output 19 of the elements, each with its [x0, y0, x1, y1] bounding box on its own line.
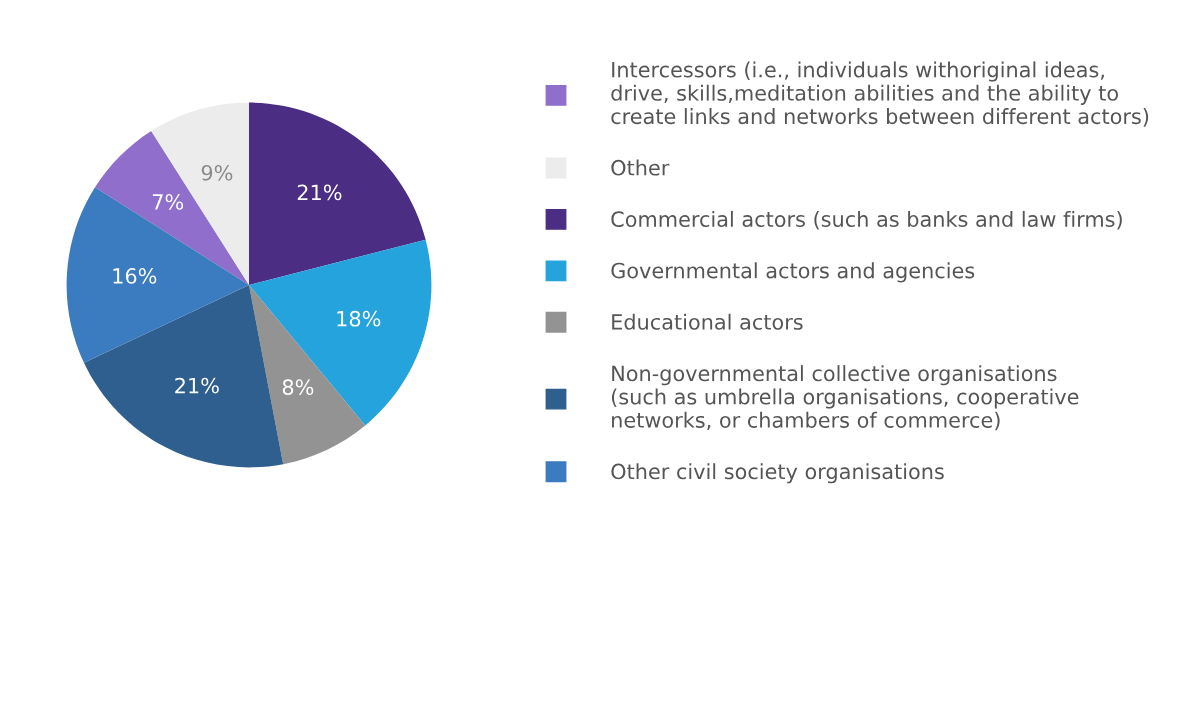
legend-label: Non-governmental collective organisations (such as umbrella organisations, cooperative networks, or chambers of commerce)	[611, 365, 1079, 431]
data-label: 21%	[297, 184, 342, 201]
data-label: 9%	[201, 164, 233, 181]
legend-label: Other	[611, 159, 670, 176]
legend-label: Commercial actors (such as banks and law firms)	[611, 210, 1122, 230]
pie-slice	[94, 130, 249, 285]
legend-label: Governmental actors and agencies	[611, 262, 975, 283]
legend-label: Educational actors	[612, 313, 803, 330]
data-label: 8%	[282, 379, 314, 396]
pie-slice	[66, 187, 249, 363]
data-label: 7%	[152, 194, 184, 210]
pie-slice	[83, 285, 284, 468]
data-label: 21%	[175, 377, 219, 394]
pie-slice	[249, 102, 426, 285]
pie-slice	[249, 239, 432, 426]
data-label: 18%	[337, 310, 381, 327]
legend-label: Other civil society organisations	[611, 463, 944, 484]
legend-label: Intercessors (i.e., individuals withoriginal ideas, drive, skills,meditation abilities and the ability to create links and networks between different actors)	[611, 61, 1149, 127]
data-label: 16%	[113, 268, 157, 284]
